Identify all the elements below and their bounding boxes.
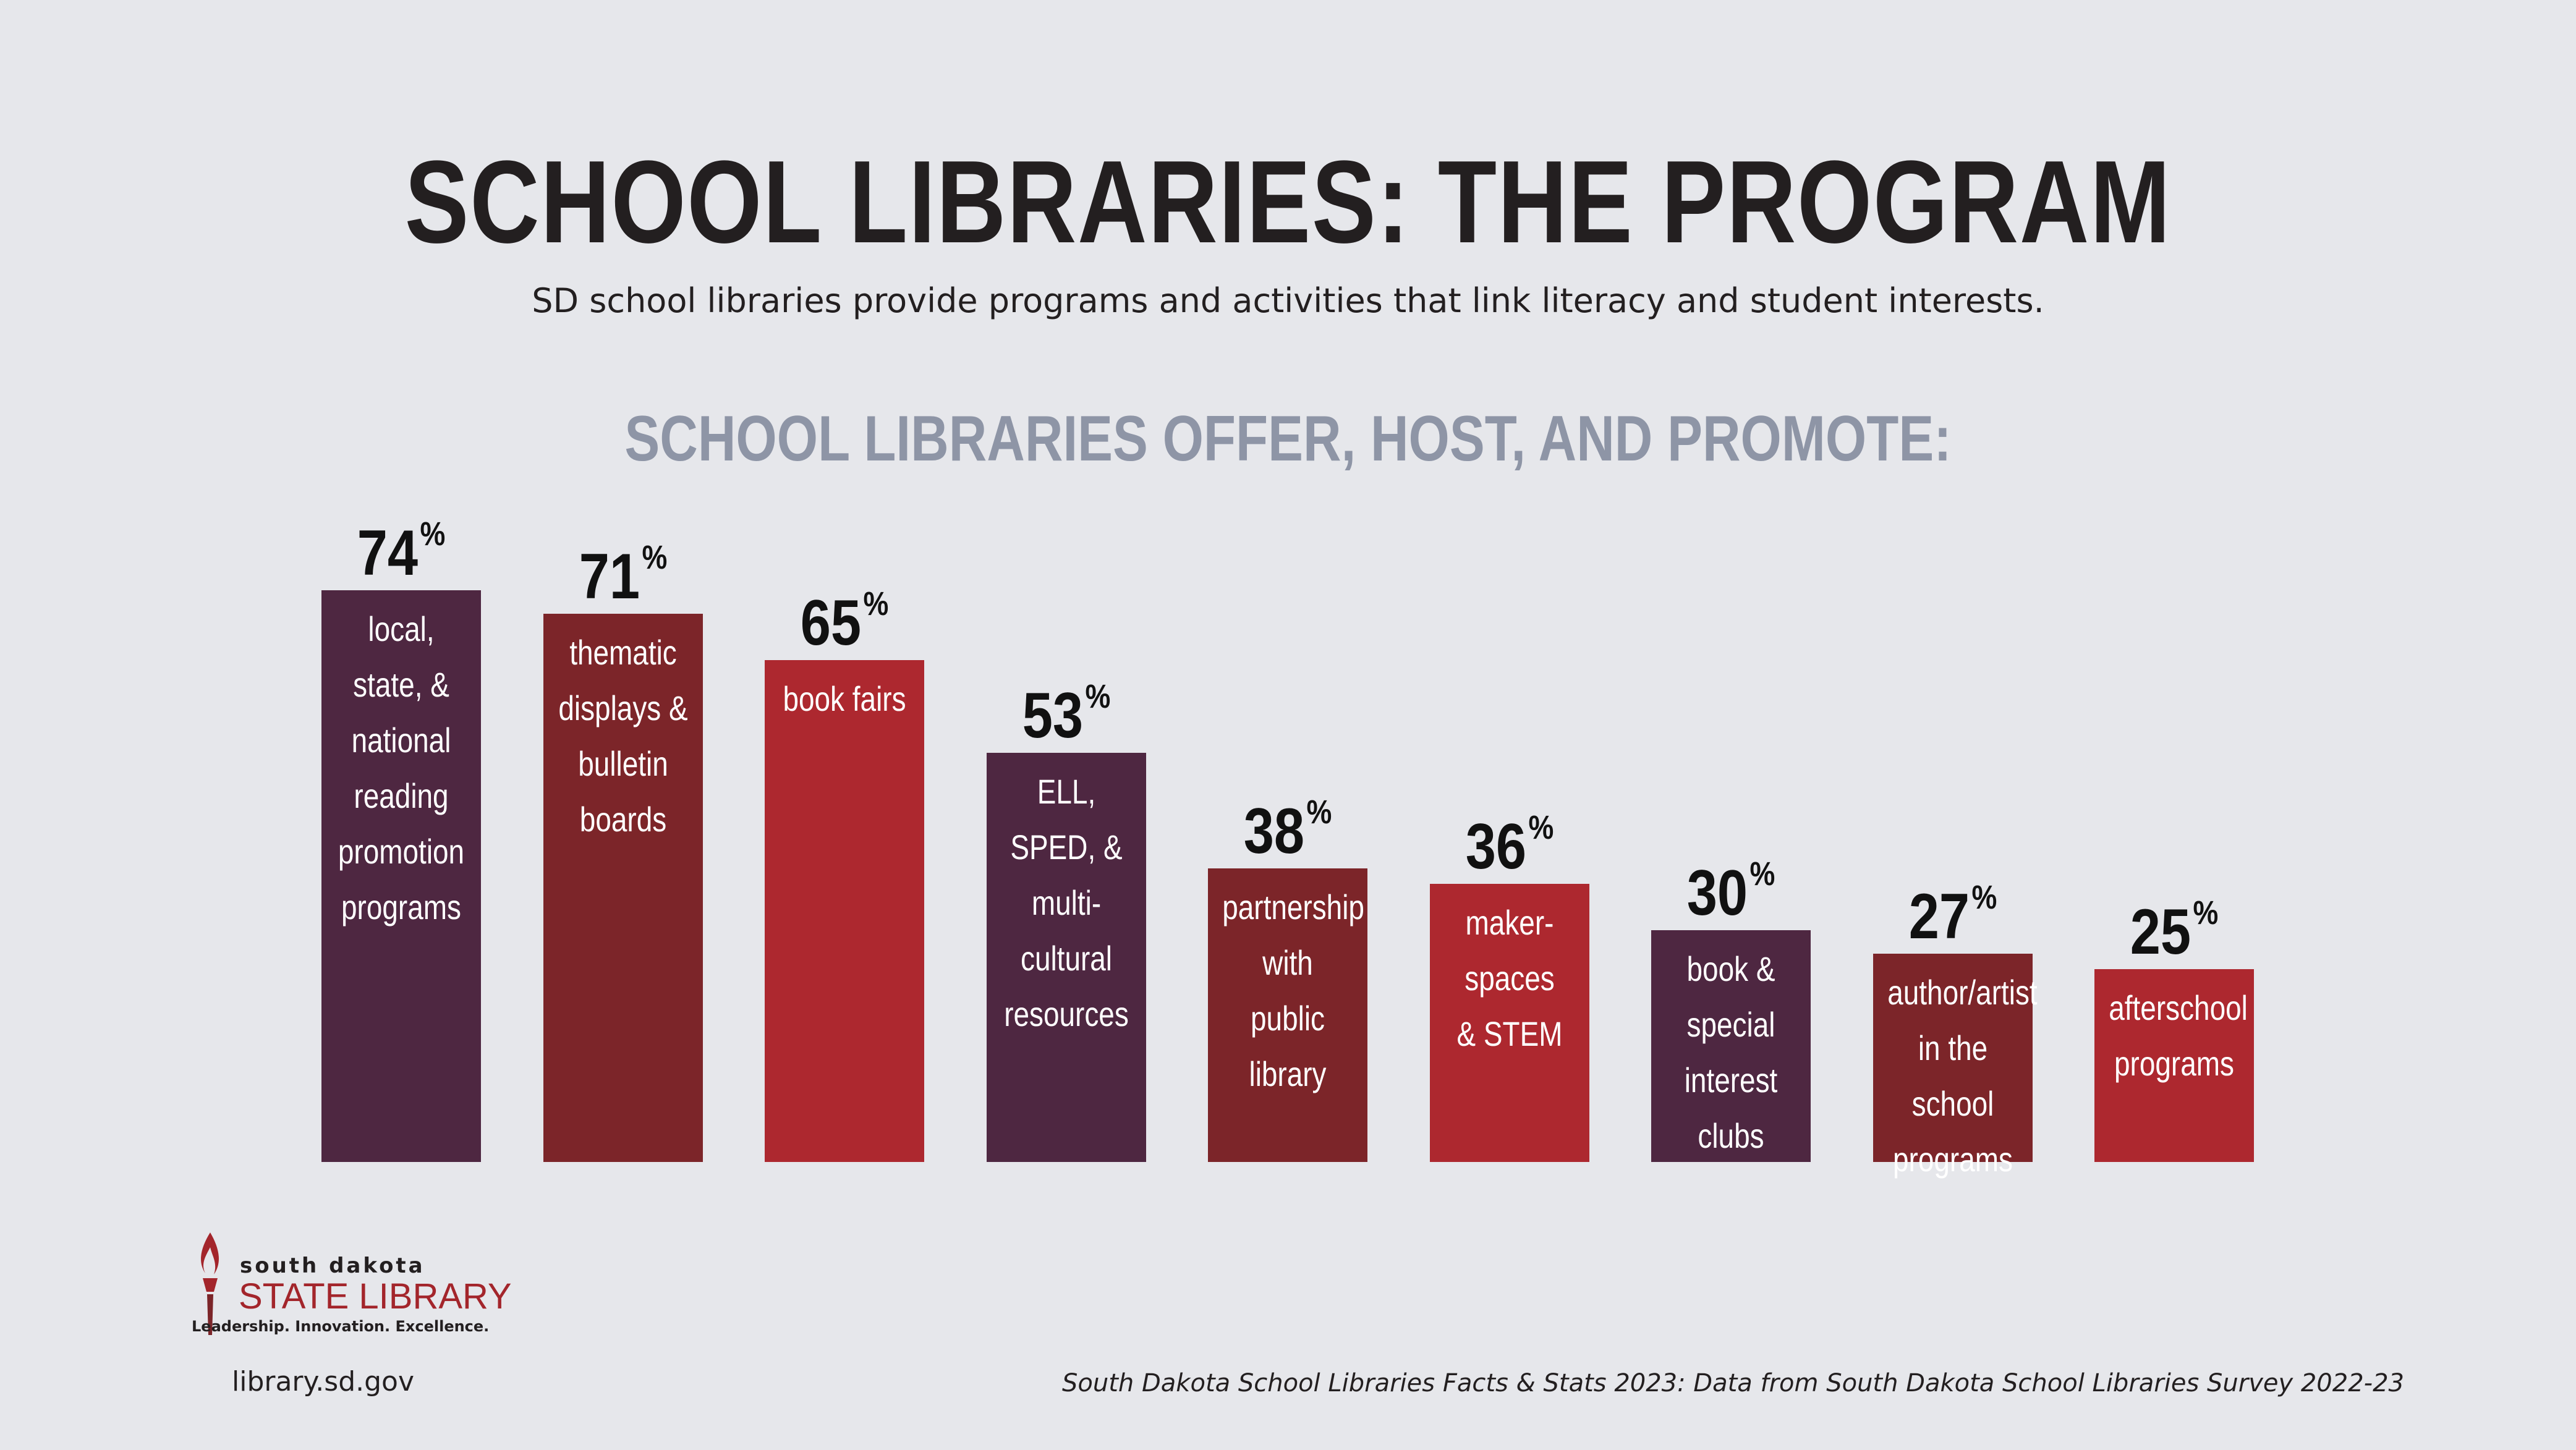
bar-value-number: 53 <box>1022 679 1083 752</box>
percent-sign: % <box>1084 677 1110 715</box>
bar-value-label: 53% <box>987 680 1145 748</box>
chart-heading: SCHOOL LIBRARIES OFFER, HOST, AND PROMOT… <box>624 403 1952 475</box>
bar-label: maker- spaces & STEM <box>1456 903 1562 1053</box>
bar: local, state, & national reading promoti… <box>321 590 481 1162</box>
bar: book & special interest clubs <box>1651 930 1811 1162</box>
bar-label: author/artist in the school programs <box>1887 972 2038 1179</box>
bar: afterschool programs <box>2094 969 2254 1162</box>
bar: partnership with public library <box>1208 868 1367 1162</box>
bar-label: book & special interest clubs <box>1684 949 1778 1155</box>
logo-main-text: STATE LIBRARY <box>239 1276 512 1316</box>
bar-label: thematic displays & bulletin boards <box>558 632 688 839</box>
bar-value-number: 30 <box>1686 857 1748 929</box>
bar-value-label: 36% <box>1430 811 1588 879</box>
page-subtitle: SD school libraries provide programs and… <box>532 281 2044 320</box>
percent-sign: % <box>1971 878 1997 916</box>
bar-label: afterschool programs <box>2109 988 2248 1083</box>
bar: author/artist in the school programs <box>1872 953 2037 1179</box>
bar: ELL, SPED, & multi- cultural resources <box>986 752 1146 1162</box>
torch-icon <box>201 1232 219 1335</box>
bar-label: partnership with public library <box>1222 888 1364 1093</box>
bar-label: book fairs <box>783 679 906 718</box>
bar-label: local, state, & national reading promoti… <box>338 609 465 926</box>
bar-value-label: 65% <box>766 587 924 655</box>
bar-value-number: 36 <box>1465 811 1526 883</box>
bar-label: ELL, SPED, & multi- cultural resources <box>1003 771 1129 1033</box>
percent-sign: % <box>863 585 889 622</box>
bar: thematic displays & bulletin boards <box>543 613 703 1162</box>
bar-value-label: 38% <box>1209 795 1367 863</box>
bar-value-label: 27% <box>1874 880 2031 952</box>
bar: maker- spaces & STEM <box>1429 884 1589 1162</box>
bar-value-number: 25 <box>2130 896 2191 968</box>
bar-value-label: 25% <box>2096 896 2253 964</box>
percent-sign: % <box>1749 855 1775 892</box>
logo-top-text: south dakota <box>240 1253 425 1278</box>
page-title: SCHOOL LIBRARIES: THE PROGRAM <box>404 137 2172 268</box>
bar-value-label: 71% <box>544 541 702 609</box>
percent-sign: % <box>1528 809 1554 846</box>
source-citation: South Dakota School Libraries Facts & St… <box>1062 1369 2404 1397</box>
state-library-logo: south dakota STATE LIBRARY Leadership. I… <box>192 1230 538 1341</box>
bar-value-number: 38 <box>1243 795 1305 867</box>
bar-value-label: 30% <box>1652 857 1810 925</box>
bar-value-number: 71 <box>579 540 640 613</box>
percent-sign: % <box>1306 794 1332 831</box>
bar-value-number: 65 <box>800 587 862 659</box>
website-link[interactable]: library.sd.gov <box>232 1366 415 1397</box>
percent-sign: % <box>641 538 667 576</box>
logo-tagline: Leadership. Innovation. Excellence. <box>192 1318 490 1335</box>
bar-value-number: 74 <box>357 517 419 589</box>
bar-value-number: 27 <box>1908 880 1970 952</box>
percent-sign: % <box>420 515 446 553</box>
percent-sign: % <box>2193 894 2219 931</box>
bar: book fairs <box>765 659 924 1162</box>
bar-value-label: 74% <box>323 517 480 585</box>
